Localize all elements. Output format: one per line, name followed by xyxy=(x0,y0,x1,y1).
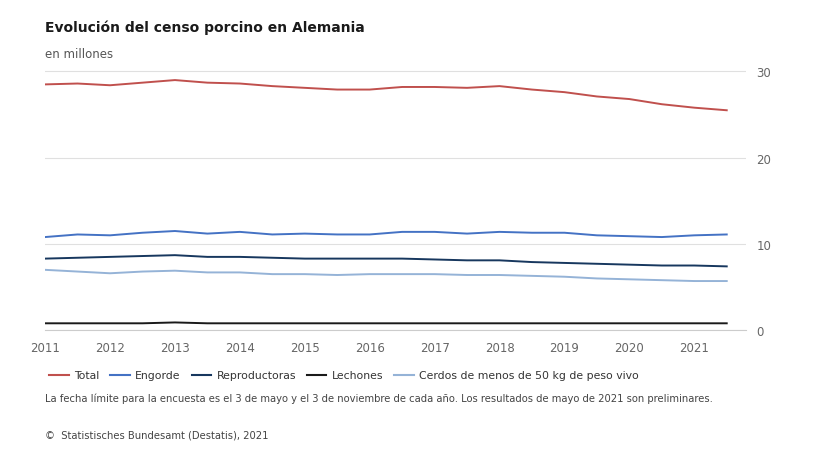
Text: en millones: en millones xyxy=(45,48,113,61)
Text: Evolución del censo porcino en Alemania: Evolución del censo porcino en Alemania xyxy=(45,21,364,35)
Text: La fecha límite para la encuesta es el 3 de mayo y el 3 de noviembre de cada año: La fecha límite para la encuesta es el 3… xyxy=(45,392,712,403)
Legend: Total, Engorde, Reproductoras, Lechones, Cerdos de menos de 50 kg de peso vivo: Total, Engorde, Reproductoras, Lechones,… xyxy=(45,366,642,385)
Text: ©  Statistisches Bundesamt (Destatis), 2021: © Statistisches Bundesamt (Destatis), 20… xyxy=(45,429,269,439)
